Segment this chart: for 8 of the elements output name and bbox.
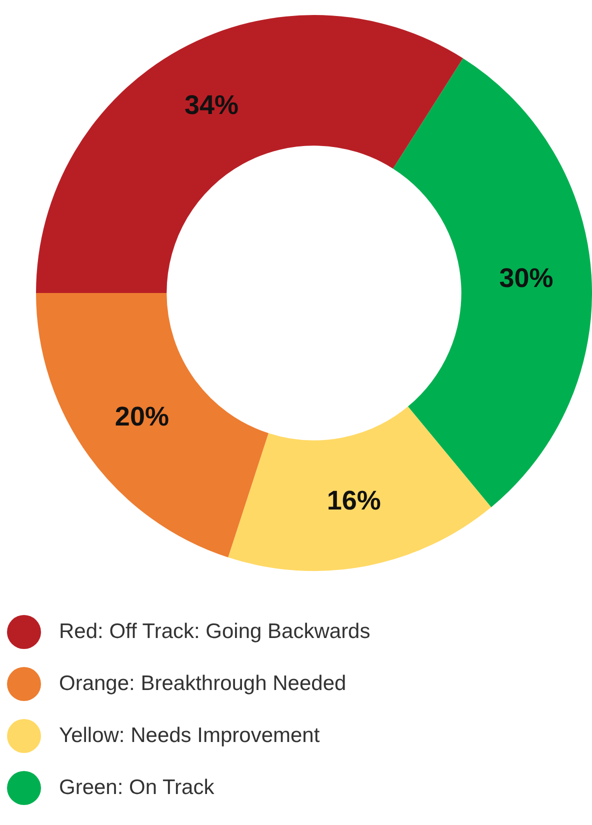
data-label: 16%: [326, 485, 381, 516]
data-label: 30%: [499, 263, 554, 294]
legend-label: Red: Off Track: Going Backwards: [59, 620, 370, 644]
data-label: 20%: [114, 401, 169, 432]
legend-label: Yellow: Needs Improvement: [59, 724, 320, 748]
data-label: 34%: [184, 90, 239, 120]
legend-label: Green: On Track: [59, 776, 214, 800]
legend-label: Orange: Breakthrough Needed: [59, 672, 346, 696]
